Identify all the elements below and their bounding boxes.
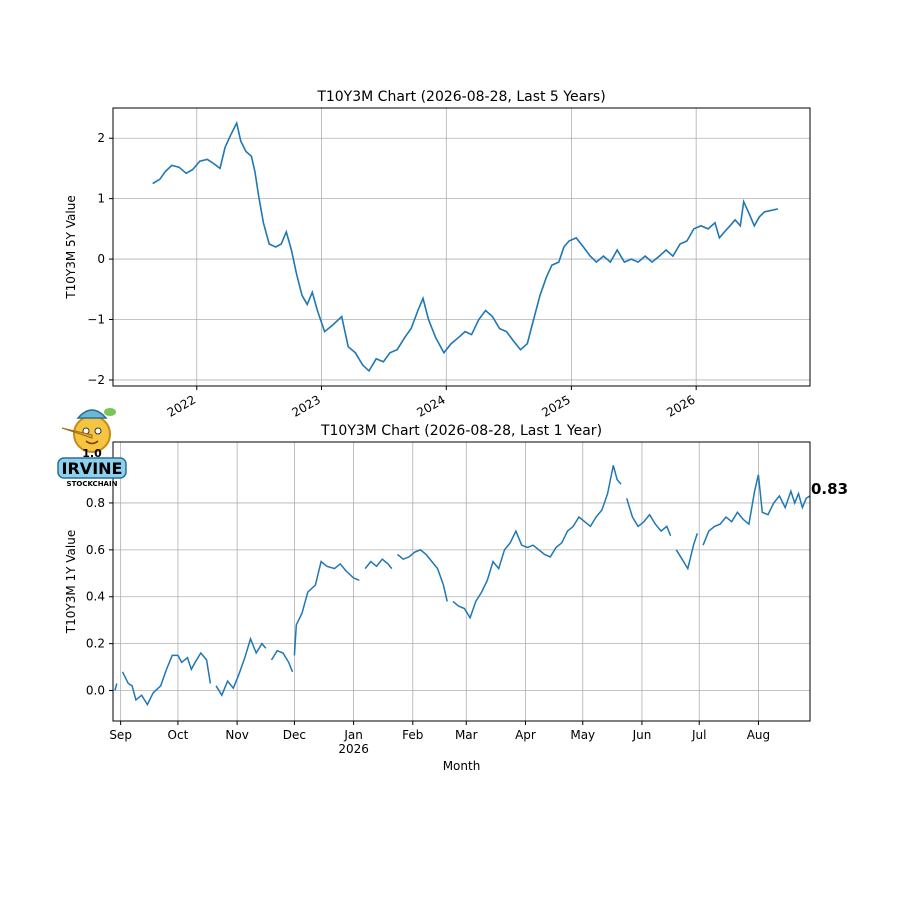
bottom-xtick-label: May: [570, 728, 595, 742]
top-chart: −2 −1 0 1 2 2022 2023 2024 2025 2026 T10Y3M Chart…: [64, 89, 811, 420]
bottom-xtick-label: Aug: [747, 728, 770, 742]
bottom-xtick-label: Dec: [283, 728, 306, 742]
bottom-ytick-label: 0.8: [86, 496, 105, 510]
bottom-ytick-label: 0.0: [86, 684, 105, 698]
bottom-series-segment: [114, 683, 118, 691]
top-grid: [113, 108, 810, 386]
bottom-series-segment: [364, 558, 393, 570]
bottom-series-segment: [270, 649, 294, 673]
top-xtick-label: 2024: [414, 392, 447, 419]
top-ticks: −2 −1 0 1 2 2022 2023 2024 2025 2026: [87, 131, 697, 420]
bottom-series-segment: [121, 651, 212, 707]
bottom-xtick-label: Jun: [632, 728, 652, 742]
bottom-xtick-label: Apr: [515, 728, 536, 742]
top-xtick-label: 2022: [165, 392, 198, 419]
bottom-y-axis-label: T10Y3M 1Y Value: [64, 530, 78, 634]
bottom-xtick-label: Feb: [402, 728, 423, 742]
top-xtick-label: 2023: [290, 392, 323, 419]
logo-sub: STOCKCHAIN: [67, 480, 118, 488]
bottom-ytick-label: 0.2: [86, 637, 105, 651]
last-value-label: 0.83: [811, 480, 848, 498]
top-y-axis-label: T10Y3M 5Y Value: [64, 195, 78, 299]
bottom-chart-title: T10Y3M Chart (2026-08-28, Last 1 Year): [320, 423, 602, 439]
bottom-series-segment: [675, 533, 699, 571]
top-ytick-label: 2: [97, 131, 105, 145]
bottom-plot-frame: [112, 441, 811, 722]
top-ytick-label: −2: [87, 373, 105, 387]
bottom-xtick-label: Mar: [455, 728, 478, 742]
top-plot-frame: [112, 107, 811, 387]
top-series-line: [152, 120, 779, 373]
bottom-xtick-label: Sep: [109, 728, 132, 742]
bottom-series-segment: [625, 498, 672, 537]
bottom-xtick-label: Oct: [168, 728, 189, 742]
bottom-xtick-label: Nov: [225, 728, 248, 742]
bottom-series-lines: [114, 465, 811, 707]
bottom-ytick-label: 0.6: [86, 543, 105, 557]
bottom-x-axis-label: Month: [443, 759, 481, 773]
logo-badge: 1.0: [82, 447, 102, 460]
bottom-series-segment: [293, 560, 360, 656]
irvine-stockchain-logo: 1.0 IRVINE STOCKCHAIN: [52, 404, 132, 490]
top-ytick-label: −1: [87, 313, 105, 327]
bottom-ytick-label: 0.4: [86, 590, 105, 604]
top-xtick-label: 2025: [539, 392, 572, 419]
top-xtick-label: 2026: [664, 392, 697, 419]
top-chart-title: T10Y3M Chart (2026-08-28, Last 5 Years): [316, 89, 605, 105]
bottom-xtick-label: Jul: [691, 728, 706, 742]
bottom-series-segment: [397, 548, 448, 602]
top-ytick-label: 0: [97, 252, 105, 266]
bottom-series-segment: [452, 465, 622, 620]
bottom-series-segment: [702, 474, 811, 546]
bottom-xtick-sublabel: 2026: [338, 742, 369, 756]
top-ytick-label: 1: [97, 192, 105, 206]
bottom-series-segment: [215, 636, 267, 697]
bottom-grid: [113, 442, 810, 721]
bottom-xtick-label: Jan: [343, 728, 363, 742]
logo-name: IRVINE: [62, 459, 123, 478]
